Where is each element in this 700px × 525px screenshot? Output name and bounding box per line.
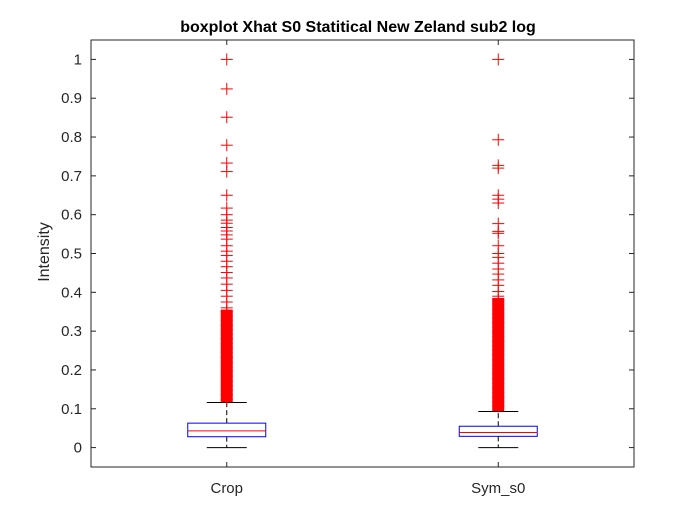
chart-title: boxplot Xhat S0 Statitical New Zeland su… xyxy=(180,19,536,36)
y-tick-label: 0.7 xyxy=(61,168,82,185)
x-tick-label: Sym_s0 xyxy=(471,480,525,497)
y-tick-label: 0.6 xyxy=(61,207,82,224)
y-tick-label: 0.4 xyxy=(61,284,82,301)
iqr-box xyxy=(458,425,538,437)
y-tick-label: 0.9 xyxy=(61,90,82,107)
iqr-box xyxy=(187,422,267,438)
plot-area: 0 0.1 0.2 0.3 0.4 0.5 0.6 0.7 0.8 0.9 1 Crop Sym_s0 xyxy=(61,39,635,497)
y-tick-label: 0.2 xyxy=(61,362,82,379)
y-tick-label: 0.3 xyxy=(61,323,82,340)
y-tick-label: 0.5 xyxy=(61,246,82,263)
y-tick-label: 1 xyxy=(74,51,82,68)
x-tick-label: Crop xyxy=(210,480,243,497)
y-tick-label: 0 xyxy=(74,440,82,457)
y-axis-label: Intensity xyxy=(36,222,53,282)
y-tick-label: 0.8 xyxy=(61,129,82,146)
axes-box xyxy=(90,39,635,468)
y-tick-label: 0.1 xyxy=(61,401,82,418)
